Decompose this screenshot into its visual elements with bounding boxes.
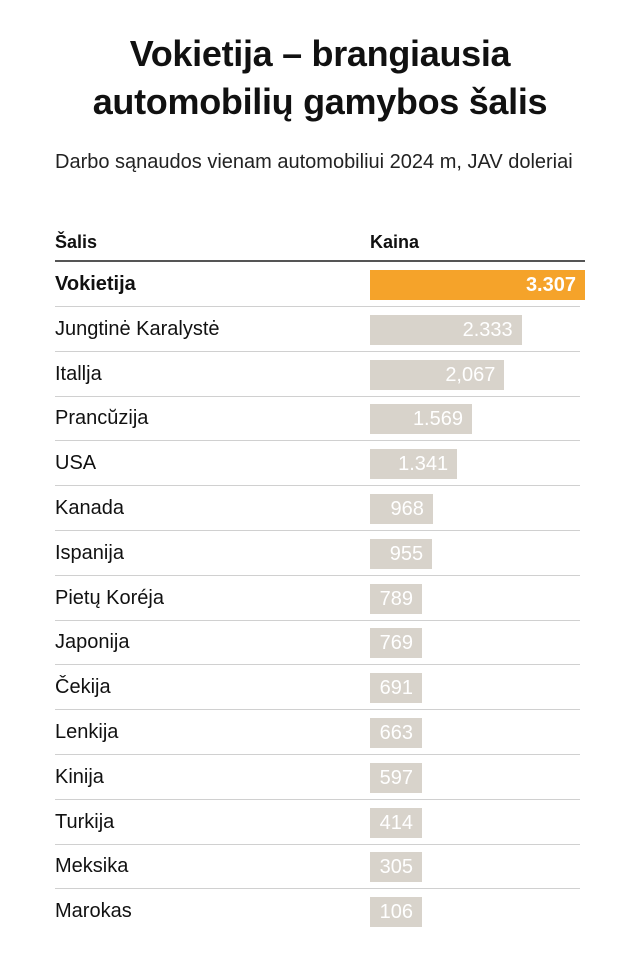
bar-value-label: 1.341 [398,453,449,476]
bar: 305 [370,852,422,883]
bar-value-label: 2,067 [445,363,496,386]
row-divider [55,440,580,442]
table-row: Pietų Koréja 789 [0,576,640,621]
table-row: Kinija 597 [0,755,640,800]
country-label: Itallja [55,362,102,385]
country-label: USA [55,452,97,475]
bar-value-label: 2.333 [462,318,513,341]
bar-value-label: 106 [379,901,413,924]
bar: 1.569 [370,404,472,435]
table-row: Prancŭzija 1.569 [0,396,640,442]
row-divider [55,843,580,845]
bar: 414 [370,807,422,838]
bar: 3.307 [370,270,585,300]
country-label: Prancŭzija [55,407,149,430]
bar: 691 [370,673,422,704]
header-divider [55,260,585,262]
row-divider [55,664,580,666]
table-row: Meksika 305 [0,844,640,890]
country-label: Jungtinė Karalystė [55,317,220,340]
country-label: Pietų Koréja [55,586,164,609]
table-row: Japonija 769 [0,620,640,666]
bar-value-label: 789 [379,587,413,610]
bar-value-label: 691 [379,677,413,700]
row-divider [55,709,580,711]
bar-value-label: 663 [379,722,413,744]
bar: 769 [370,628,422,659]
row-divider [55,888,580,890]
bar: 106 [370,897,422,928]
bar-value-label: 968 [390,498,424,520]
country-label: Turkija [55,810,115,833]
row-divider [55,798,580,800]
table-row: Marokas 106 [0,889,640,934]
bar-value-label: 597 [379,766,413,789]
country-label: Japonija [55,631,130,654]
table-row: Kanada 968 [0,486,640,531]
row-divider [55,485,580,487]
column-header-price: Kaina [370,232,420,252]
bar: 1.341 [370,449,458,480]
bar-value-label: 769 [379,632,413,655]
table-row: Jungtinė Karalystė 2.333 [0,307,640,352]
row-divider [55,619,580,621]
row-divider [55,395,580,397]
bar-value-label: 3.307 [525,274,576,296]
country-label: Vokietija [55,273,136,295]
table-row: Čekija 691 [0,665,640,711]
country-label: Kinija [55,765,104,788]
row-divider [55,574,580,576]
table-row: Turkija 414 [0,800,640,845]
bar: 955 [370,538,433,569]
bar: 968 [370,494,433,524]
country-label: Meksika [55,855,129,878]
bar: 2,067 [370,359,505,390]
row-divider [55,754,580,755]
bar: 597 [370,762,422,793]
country-label: Kanada [55,497,124,519]
row-divider [55,350,580,352]
bar: 789 [370,583,422,614]
bar-value-label: 1.569 [412,408,463,431]
bar-value-label: 955 [389,542,424,565]
country-label: Marokas [55,900,132,923]
table-row: Itallja 2,067 [0,352,640,397]
country-label: Lenkija [55,721,119,743]
row-divider [55,306,580,307]
chart-title: Vokietija – brangiausia automobilių gamy… [92,33,548,122]
table-row: Ispanija 955 [0,531,640,576]
country-label: Čekija [55,676,111,699]
bar: 663 [370,718,422,748]
country-label: Ispanija [55,541,124,564]
bar-value-label: 305 [379,856,413,879]
bar-value-label: 414 [379,811,413,834]
column-header-country: Šalis [55,232,98,252]
table-row: USA 1.341 [0,441,640,487]
table-row: Lenkija 663 [0,710,640,755]
table-row: Vokietija 3.307 [0,262,640,307]
chart-subtitle: Darbo sąnaudos vienam automobiliui 2024 … [55,151,573,173]
row-divider [55,530,580,531]
bar: 2.333 [370,314,522,345]
